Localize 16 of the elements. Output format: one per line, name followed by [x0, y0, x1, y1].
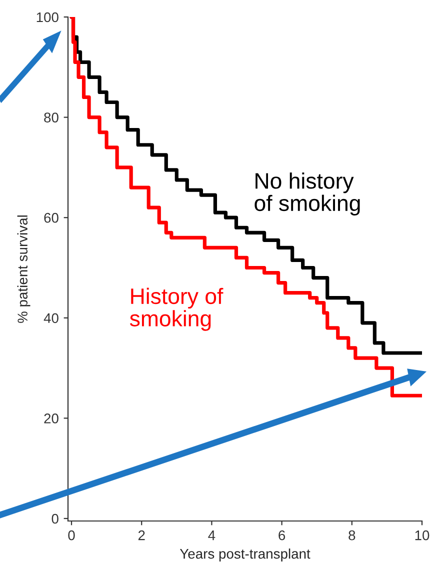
- y-axis-title: % patient survival: [17, 216, 30, 323]
- x-tick-label: 10: [415, 530, 430, 540]
- series-label: History of smoking: [130, 288, 224, 331]
- x-tick-label: 8: [348, 530, 356, 540]
- x-tick-label: 4: [208, 530, 216, 540]
- y-tick-label: 0: [52, 514, 58, 524]
- series-label: No history of smoking: [254, 172, 360, 216]
- x-tick-label: 2: [138, 530, 145, 540]
- x-tick-label: 6: [278, 530, 286, 540]
- y-tick-label: 40: [44, 313, 58, 324]
- x-axis-title: Years post-transplant: [180, 548, 310, 562]
- x-tick-label: 0: [68, 530, 75, 540]
- y-tick-label: 60: [44, 212, 58, 223]
- y-tick-label: 100: [36, 12, 58, 22]
- y-tick-label: 20: [44, 414, 58, 424]
- y-tick-label: 80: [44, 112, 58, 122]
